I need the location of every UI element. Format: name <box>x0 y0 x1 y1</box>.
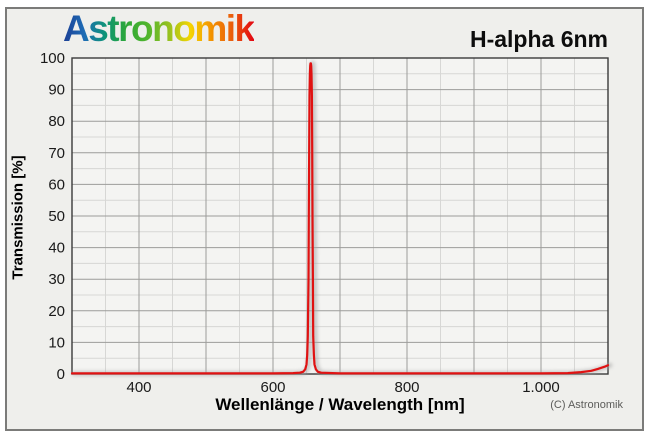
y-tick-label: 100 <box>40 50 65 67</box>
y-tick-label: 40 <box>48 240 65 257</box>
x-axis-title: Wellenlänge / Wavelength [nm] <box>215 395 465 414</box>
copyright-note: (C) Astronomik <box>550 399 623 411</box>
y-tick-label: 10 <box>48 334 65 351</box>
x-tick-label: 600 <box>260 379 285 396</box>
y-tick-label: 0 <box>57 366 65 383</box>
y-tick-label: 60 <box>48 176 65 193</box>
x-tick-label: 800 <box>394 379 419 396</box>
astronomik-logo: Astronomik <box>63 8 255 49</box>
x-tick-label: 1.000 <box>522 379 560 396</box>
y-tick-label: 30 <box>48 271 65 288</box>
y-tick-label: 70 <box>48 145 65 162</box>
y-tick-label: 80 <box>48 113 65 130</box>
y-tick-label: 50 <box>48 208 65 225</box>
y-axis-title: Transmission [%] <box>9 155 27 280</box>
page-title: H-alpha 6nm <box>469 26 608 52</box>
x-tick-label: 400 <box>126 379 151 396</box>
y-tick-label: 20 <box>48 303 65 320</box>
y-tick-label: 90 <box>48 82 65 99</box>
transmission-curve <box>70 62 610 375</box>
